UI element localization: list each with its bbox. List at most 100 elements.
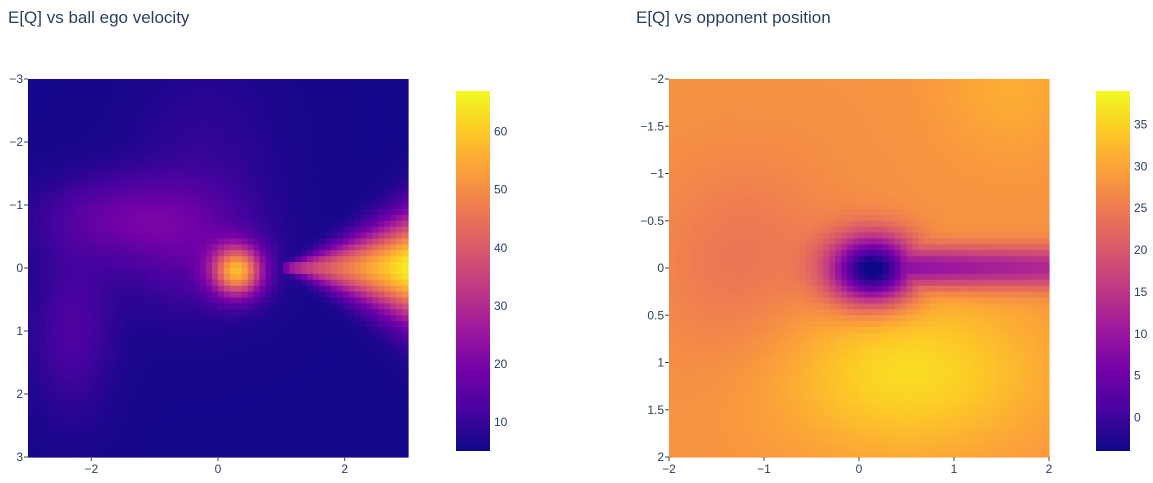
heatmap-cell	[99, 108, 106, 116]
heatmap-cell	[152, 161, 160, 169]
heatmap-cell	[63, 256, 71, 263]
heatmap-cell	[313, 350, 320, 358]
heatmap-cell	[295, 256, 302, 263]
heatmap-cell	[170, 250, 178, 257]
heatmap-cell	[223, 427, 231, 434]
heatmap-cell	[360, 167, 368, 175]
heatmap-cell	[265, 344, 273, 352]
heatmap-cell	[366, 250, 373, 257]
heatmap-cell	[1043, 114, 1050, 121]
heatmap-cell	[1031, 149, 1038, 157]
heatmap-cell	[805, 149, 813, 157]
heatmap-cell	[324, 102, 332, 110]
heatmap-cell	[200, 380, 207, 387]
heatmap-cell	[194, 256, 201, 263]
heatmap-cell	[182, 149, 189, 157]
heatmap-cell	[390, 392, 397, 399]
heatmap-cell	[692, 84, 700, 92]
heatmap-cell	[128, 238, 136, 245]
heatmap-cell	[123, 445, 130, 452]
heatmap-cell	[271, 244, 278, 251]
heatmap-cell	[318, 427, 326, 434]
heatmap-cell	[841, 84, 848, 92]
heatmap-cell	[330, 244, 338, 251]
heatmap-cell	[229, 303, 237, 310]
heatmap-cell	[289, 427, 296, 434]
heatmap-cell	[206, 155, 213, 163]
heatmap-cell	[336, 421, 344, 429]
heatmap-cell	[241, 421, 249, 429]
heatmap-cell	[39, 179, 47, 186]
heatmap-cell	[692, 120, 700, 127]
heatmap-cell	[859, 114, 866, 121]
heatmap-cell	[182, 173, 189, 181]
heatmap-cell	[111, 303, 118, 310]
heatmap-cell	[954, 126, 961, 133]
heatmap-cell	[301, 173, 308, 181]
heatmap-cell	[111, 203, 118, 210]
heatmap-cell	[277, 297, 284, 305]
heatmap-cell	[366, 120, 373, 127]
heatmap-cell	[841, 114, 848, 121]
heatmap-cell	[206, 386, 213, 393]
heatmap-cell	[366, 421, 373, 429]
heatmap-cell	[117, 303, 124, 310]
heatmap-cell	[313, 392, 320, 399]
heatmap-cell	[372, 327, 379, 334]
heatmap-cell	[360, 185, 368, 192]
heatmap-cell	[158, 386, 166, 393]
heatmap-cell	[265, 185, 273, 192]
heatmap-cell	[45, 262, 53, 269]
heatmap-cell	[223, 90, 231, 98]
heatmap-cell	[99, 114, 106, 121]
heatmap-cell	[259, 285, 267, 293]
heatmap-cell	[69, 173, 77, 181]
heatmap-cell	[301, 291, 308, 299]
heatmap-cell	[63, 244, 71, 251]
heatmap-cell	[324, 108, 332, 116]
heatmap-cell	[28, 321, 35, 328]
heatmap-cell	[111, 368, 118, 375]
heatmap-cell	[45, 161, 53, 169]
heatmap-cell	[259, 238, 267, 245]
heatmap-cell	[378, 315, 385, 322]
heatmap-cell	[674, 79, 682, 86]
heatmap-cell	[218, 285, 225, 293]
heatmap-cell	[152, 208, 160, 216]
heatmap-cell	[194, 327, 201, 334]
heatmap-cell	[63, 102, 71, 110]
heatmap-cell	[734, 96, 741, 104]
heatmap-cell	[277, 321, 284, 328]
heatmap-cell	[140, 321, 148, 328]
heatmap-cell	[194, 250, 201, 257]
heatmap-cell	[307, 433, 314, 440]
heatmap-cell	[787, 84, 795, 92]
heatmap-cell	[402, 84, 409, 92]
heatmap-cell	[206, 315, 213, 322]
heatmap-cell	[378, 421, 385, 429]
heatmap-cell	[799, 126, 807, 133]
heatmap-cell	[318, 108, 326, 116]
heatmap-cell	[841, 132, 848, 139]
heatmap-cell	[354, 84, 362, 92]
heatmap-cell	[259, 226, 267, 234]
heatmap-cell	[87, 386, 94, 393]
heatmap-cell	[158, 268, 166, 275]
heatmap-cell	[348, 445, 356, 452]
heatmap-cell	[223, 362, 231, 370]
heatmap-cell	[259, 344, 267, 352]
heatmap-cell	[894, 126, 902, 133]
heatmap-cell	[360, 250, 368, 257]
heatmap-cell	[336, 96, 344, 104]
heatmap-cell	[324, 226, 332, 234]
heatmap-cell	[283, 332, 290, 340]
heatmap-cell	[140, 285, 148, 293]
heatmap-cell	[277, 362, 284, 370]
heatmap-cell	[710, 114, 718, 121]
heatmap-cell	[277, 238, 284, 245]
heatmap-cell	[787, 96, 795, 104]
heatmap-cell	[93, 451, 100, 458]
heatmap-cell	[39, 108, 47, 116]
heatmap-cell	[235, 102, 243, 110]
